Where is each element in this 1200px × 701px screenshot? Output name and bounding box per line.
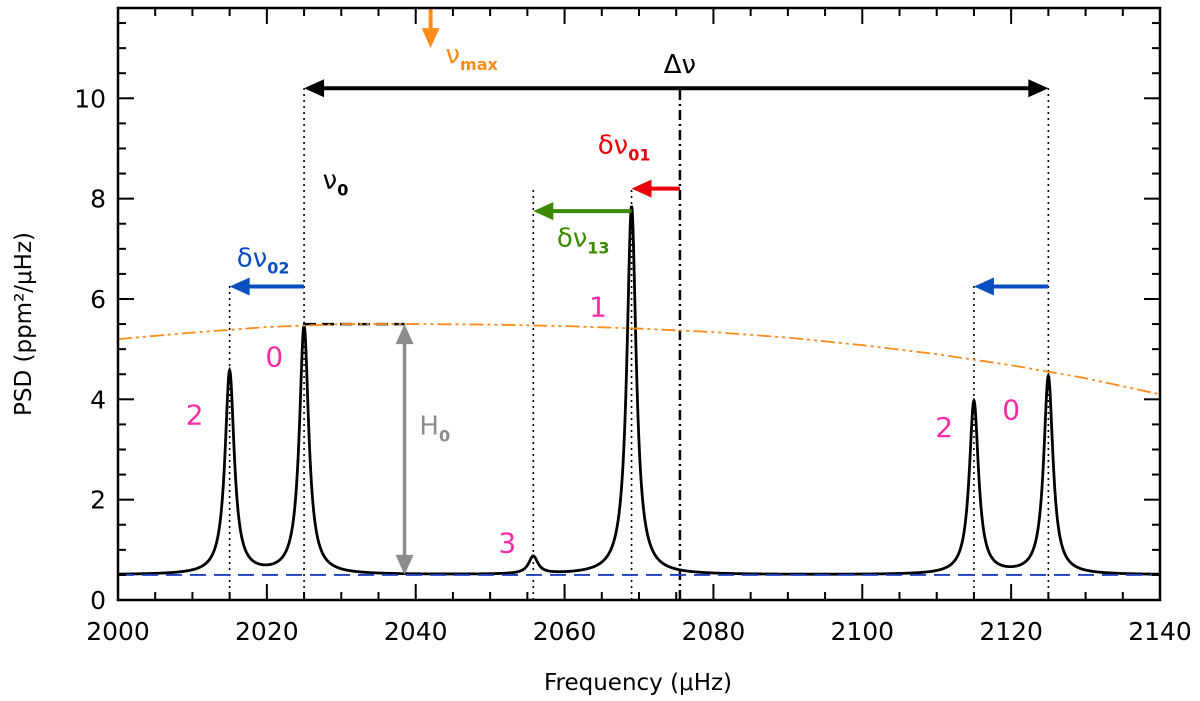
- label-degree-0-right: 0: [1002, 393, 1020, 426]
- label-h0: H0: [419, 411, 450, 445]
- label-delta-nu-01: δν01: [598, 130, 651, 164]
- label-degree-3: 3: [498, 526, 516, 559]
- arrow-layer: [229, 8, 1049, 575]
- label-nu-max: νmax: [445, 40, 498, 74]
- label-degree-2-right: 2: [935, 411, 953, 444]
- series-line-gaussian-envelope: [117, 323, 1161, 396]
- label-nu-0: ν0: [323, 166, 349, 200]
- delta-nu-13-arrow-head: [533, 202, 554, 221]
- h0-arrow-head-start: [395, 324, 414, 345]
- label-delta-nu: Δν: [664, 50, 696, 80]
- x-tick-label: 2140: [1128, 617, 1192, 646]
- y-tick-label: 2: [90, 486, 106, 515]
- y-axis-label: PSD (ppm²/μHz): [11, 232, 37, 416]
- nu-max-arrow-head: [421, 28, 440, 49]
- x-tick-label: 2000: [86, 617, 150, 646]
- y-tick-label: 4: [90, 385, 106, 414]
- vertical-marker-layer: [228, 88, 1050, 600]
- y-tick-label: 0: [90, 586, 106, 615]
- label-delta-nu-13: δν13: [557, 223, 610, 257]
- y-tick-label: 6: [90, 285, 106, 314]
- x-axis-label: Frequency (μHz): [544, 670, 732, 696]
- delta-nu-02-left-arrow-head: [229, 277, 250, 296]
- delta-nu-01-arrow-head: [631, 179, 652, 198]
- delta-nu-arrow-head: [1028, 79, 1049, 98]
- x-tick-label: 2020: [235, 617, 299, 646]
- annotation-layer: Δν νmax ν0 δν01 δν13 δν02 H0 2 0 3 1 2 0: [186, 40, 1020, 559]
- label-degree-2-left: 2: [186, 398, 204, 431]
- delta-nu-arrow-head-start: [304, 79, 325, 98]
- label-degree-0-left: 0: [265, 341, 283, 374]
- x-tick-label: 2100: [830, 617, 894, 646]
- x-tick-label: 2060: [533, 617, 597, 646]
- x-tick-label: 2120: [979, 617, 1043, 646]
- x-tick-label: 2040: [384, 617, 448, 646]
- label-delta-nu-02: δν02: [237, 243, 290, 277]
- h0-arrow-head: [395, 554, 414, 575]
- series-layer: [117, 205, 1161, 576]
- delta-nu-02-right-arrow-head: [973, 277, 994, 296]
- x-tick-label: 2080: [682, 617, 746, 646]
- y-tick-label: 10: [74, 84, 106, 113]
- y-tick-label: 8: [90, 185, 106, 214]
- series-line-psd: [118, 205, 1161, 576]
- label-degree-1: 1: [589, 291, 607, 324]
